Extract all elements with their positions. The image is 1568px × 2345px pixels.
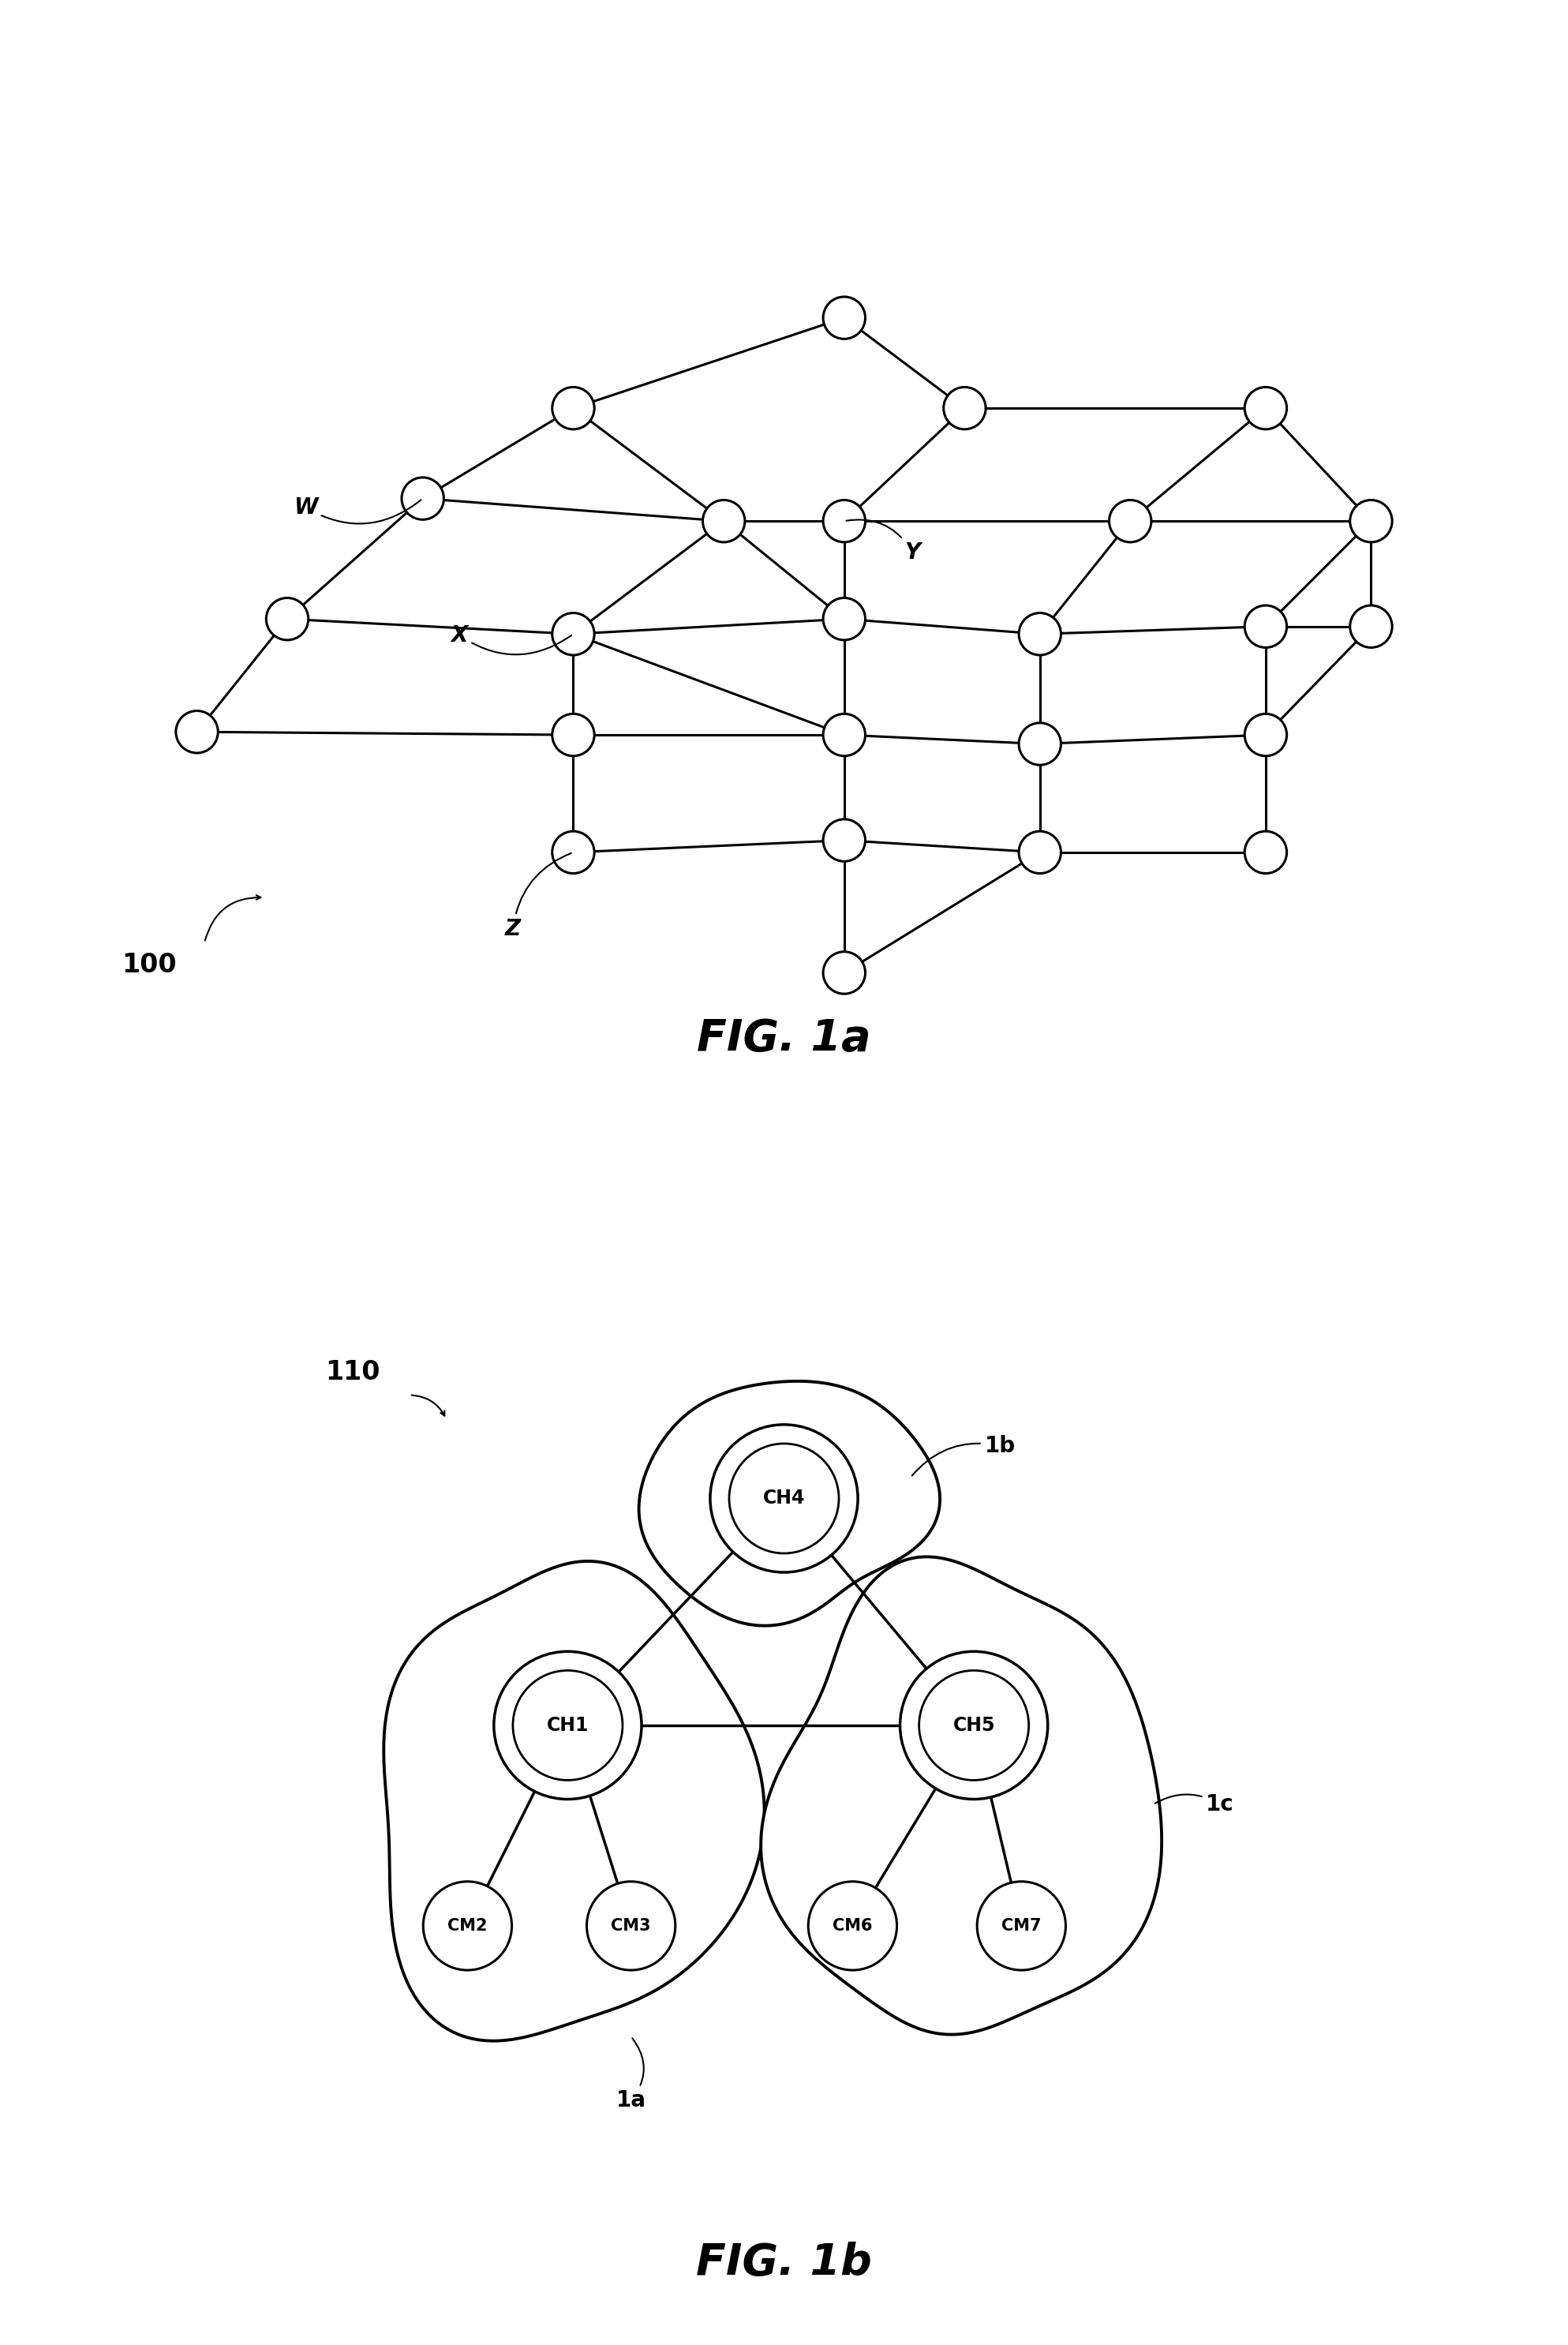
Text: W: W [293,497,422,523]
Circle shape [552,612,594,654]
Circle shape [552,713,594,755]
Text: CH5: CH5 [953,1717,996,1735]
Circle shape [1245,830,1287,872]
Circle shape [552,387,594,429]
Circle shape [823,499,866,542]
Circle shape [944,387,986,429]
Circle shape [977,1881,1066,1970]
Circle shape [176,711,218,753]
Text: CM7: CM7 [1002,1918,1041,1935]
Circle shape [552,830,594,872]
Text: FIG. 1b: FIG. 1b [696,2242,872,2284]
Text: Z: Z [505,854,571,940]
Circle shape [823,818,866,861]
Circle shape [1019,830,1062,872]
Circle shape [513,1670,622,1780]
Circle shape [1245,605,1287,647]
Circle shape [267,598,309,640]
Circle shape [919,1670,1029,1780]
Polygon shape [760,1557,1162,2035]
Circle shape [900,1651,1047,1799]
Circle shape [729,1445,839,1552]
Text: CH1: CH1 [547,1717,588,1735]
Text: CM6: CM6 [833,1918,872,1935]
Circle shape [823,298,866,340]
Circle shape [1019,722,1062,764]
Circle shape [823,598,866,640]
Text: CM3: CM3 [612,1918,651,1935]
Text: 110: 110 [325,1358,379,1386]
Circle shape [1019,612,1062,654]
Text: 100: 100 [122,952,177,978]
Circle shape [494,1651,641,1799]
Text: 1b: 1b [913,1435,1016,1475]
Text: CH4: CH4 [764,1489,804,1508]
Circle shape [808,1881,897,1970]
Text: 1a: 1a [616,2038,646,2110]
Circle shape [702,499,745,542]
Text: FIG. 1a: FIG. 1a [696,1018,872,1060]
Circle shape [1109,499,1151,542]
Circle shape [1245,387,1287,429]
Text: CM2: CM2 [447,1918,488,1935]
Circle shape [1350,499,1392,542]
Circle shape [586,1881,676,1970]
Text: 1c: 1c [1156,1794,1234,1815]
Circle shape [710,1423,858,1571]
Polygon shape [638,1381,939,1625]
Polygon shape [384,1562,764,2040]
Text: Y: Y [847,521,920,563]
Circle shape [401,478,444,521]
Circle shape [423,1881,511,1970]
Circle shape [1245,713,1287,755]
Circle shape [823,713,866,755]
Circle shape [823,952,866,994]
Text: X: X [452,624,571,654]
Circle shape [1350,605,1392,647]
